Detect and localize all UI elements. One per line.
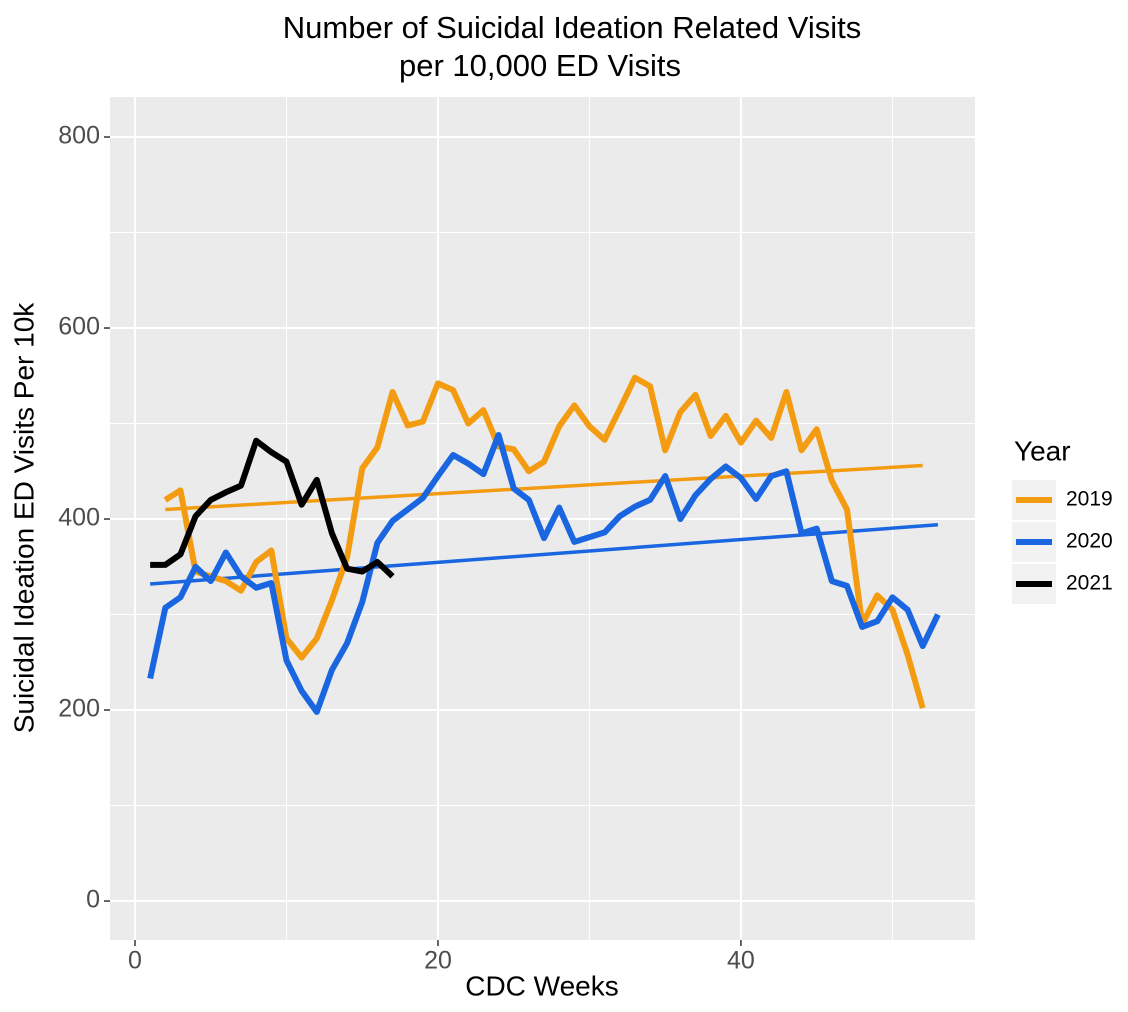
x-tick-label: 40 [727, 947, 755, 975]
series-line [163, 374, 926, 709]
chart-title: per 10,000 ED Visits [399, 48, 681, 83]
legend-label: 2021 [1066, 572, 1113, 595]
legend-label: 2019 [1066, 488, 1113, 511]
series-line [147, 431, 941, 715]
y-axis-title: Suicidal Ideation ED Visits Per 10k [8, 302, 39, 734]
y-tick-label: 600 [58, 313, 100, 341]
legend-title: Year [1014, 435, 1071, 466]
y-tick-label: 0 [86, 886, 100, 914]
y-tick-label: 800 [58, 122, 100, 150]
y-tick-label: 400 [58, 504, 100, 532]
x-tick-label: 20 [424, 947, 452, 975]
legend-label: 2020 [1066, 530, 1113, 553]
trend-line [165, 463, 923, 512]
chart-title: Number of Suicidal Ideation Related Visi… [283, 10, 861, 45]
series-line [150, 437, 395, 579]
x-axis-title: CDC Weeks [465, 970, 619, 1001]
x-tick-label: 0 [128, 947, 142, 975]
y-tick-label: 200 [58, 695, 100, 723]
